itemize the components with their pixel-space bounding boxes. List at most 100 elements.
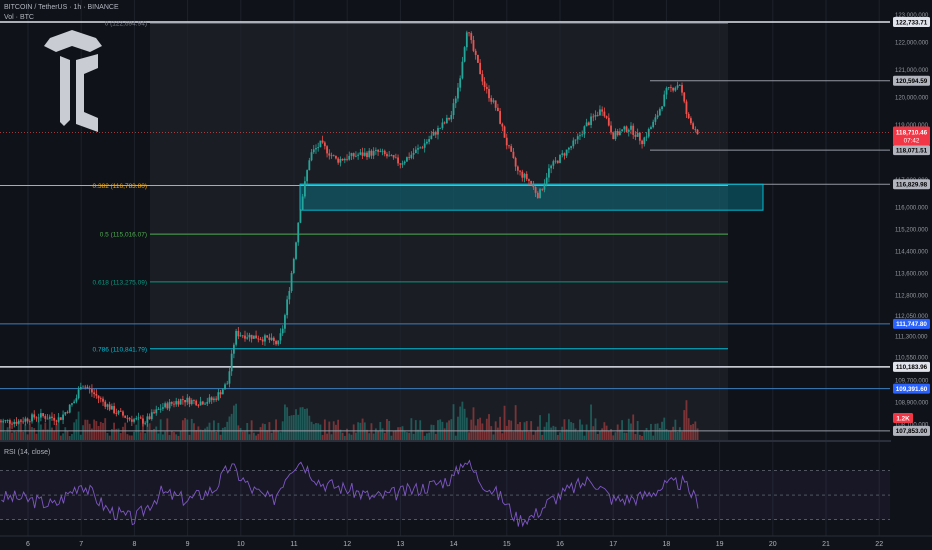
candle-body	[35, 417, 38, 419]
volume-bar	[128, 435, 131, 440]
candle-body	[610, 125, 612, 133]
volume-bar	[159, 419, 162, 440]
candle-body	[53, 417, 56, 421]
volume-bar	[394, 430, 397, 440]
volume-bar	[139, 432, 142, 440]
support-zone-rect	[299, 183, 764, 211]
candle-body	[470, 33, 473, 41]
candle-body	[363, 152, 366, 156]
candle-body	[113, 406, 115, 414]
volume-bar	[521, 431, 524, 440]
fib-label: 0.382 (116,783.80)	[93, 183, 147, 190]
fib-label: 0.5 (115,016.07)	[100, 232, 147, 239]
candle-body	[554, 160, 557, 162]
candle-body	[676, 85, 679, 88]
candle-body	[33, 414, 36, 418]
time-axis[interactable]: 6 7 8 9 10 11 12 13 14 15 16 17 18 19 20 21 22	[0, 535, 932, 550]
volume-bar	[42, 429, 45, 440]
candle-body	[505, 137, 508, 146]
candle-body	[195, 400, 198, 406]
volume-bar	[284, 404, 286, 440]
volume-bar	[177, 435, 180, 440]
candle-body	[481, 74, 484, 82]
candle-body	[206, 401, 209, 404]
candle-body	[93, 392, 96, 395]
volume-bar	[91, 428, 93, 440]
volume-bar	[685, 400, 688, 440]
candle-body	[252, 335, 255, 339]
candle-body	[448, 117, 450, 120]
candle-body	[13, 421, 16, 425]
candle-body	[31, 414, 33, 422]
candle-body	[410, 154, 413, 158]
candle-body	[534, 187, 537, 193]
volume-bar	[430, 424, 433, 440]
volume-bar	[215, 431, 218, 440]
candle-body	[370, 150, 373, 156]
volume-bar	[257, 433, 260, 440]
volume-bar	[550, 427, 553, 440]
volume-bar	[514, 405, 517, 440]
candle-body	[572, 140, 575, 147]
volume-bar	[630, 423, 632, 440]
volume-bar	[335, 424, 337, 440]
candle-body	[541, 189, 544, 191]
candle-body	[215, 398, 218, 400]
volume-bar	[654, 423, 657, 440]
candle-body	[512, 151, 515, 159]
volume-bar	[266, 430, 269, 440]
level-tag-label: 120,594.59	[896, 78, 928, 85]
candle-body	[102, 398, 104, 402]
candle-body	[315, 148, 317, 150]
volume-bar	[366, 429, 368, 440]
candle-body	[607, 117, 610, 126]
volume-bar	[676, 431, 679, 440]
volume-bar	[601, 428, 604, 440]
volume-bar	[20, 419, 22, 440]
candle-body	[530, 180, 533, 185]
level-tag	[893, 383, 930, 394]
candle-body	[621, 129, 624, 132]
volume-bar	[383, 432, 386, 440]
volume-bar	[292, 415, 295, 440]
candle-body	[616, 130, 619, 136]
level-tag	[893, 361, 930, 372]
volume-bar	[210, 431, 213, 440]
candle-body	[162, 407, 164, 409]
volume-bar	[170, 430, 173, 440]
volume-bar	[678, 427, 681, 440]
volume-bar	[155, 426, 158, 440]
price-tick-label: 119,000.000	[895, 123, 929, 129]
candle-body	[11, 423, 13, 425]
price-axis[interactable]: 123,000.000 122,000.000 121,000.000 120,000…	[0, 0, 932, 536]
candle-body	[208, 397, 211, 402]
volume-bar	[574, 428, 577, 440]
candle-body	[630, 125, 632, 130]
volume-bar	[592, 426, 595, 440]
candle-body	[68, 404, 71, 413]
candle-body	[159, 408, 162, 410]
candle-body	[144, 422, 147, 424]
volume-bar	[543, 426, 546, 440]
level-tag-label: 107,853.00	[896, 428, 928, 435]
candle-body	[115, 413, 118, 414]
candle-body	[574, 139, 577, 141]
candle-body	[483, 81, 486, 88]
volume-bar	[634, 434, 637, 440]
candle-body	[330, 155, 333, 157]
volume-bar	[297, 414, 300, 440]
volume-bar	[173, 432, 175, 440]
volume-bar	[499, 416, 502, 440]
volume-bar	[4, 431, 7, 440]
volume-bar	[459, 406, 462, 440]
volume-bar	[6, 427, 9, 440]
candle-body	[319, 140, 322, 148]
candle-body	[685, 101, 688, 114]
time-tick-label: 18	[663, 541, 671, 548]
volume-bar	[696, 428, 699, 440]
price-tick-label: 123,000.000	[895, 13, 929, 19]
candle-body	[459, 78, 462, 88]
support-zone[interactable]	[299, 183, 764, 211]
volume-bar	[77, 411, 80, 440]
